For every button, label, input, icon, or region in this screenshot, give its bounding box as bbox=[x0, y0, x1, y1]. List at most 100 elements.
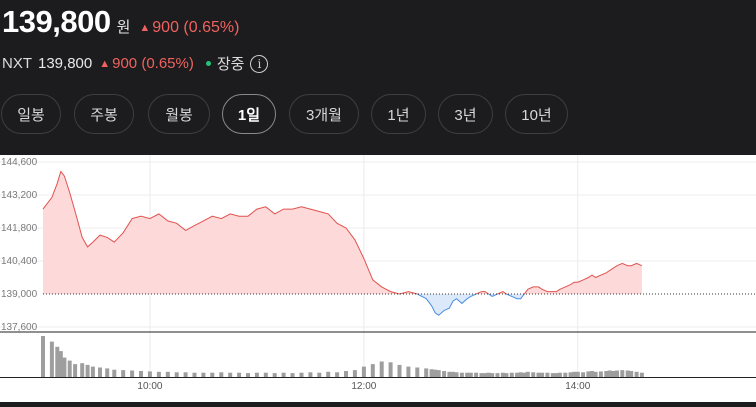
volume-bar bbox=[73, 364, 78, 377]
volume-bar bbox=[590, 371, 594, 377]
volume-bar bbox=[557, 372, 562, 377]
volume-bar bbox=[454, 372, 459, 377]
info-circle-icon[interactable]: i bbox=[250, 54, 269, 73]
volume-bar bbox=[237, 372, 242, 377]
change-amount: 900 bbox=[152, 19, 179, 36]
chart-canvas[interactable]: 144,600 143,200 141,800 140,400 139,000 137,6… bbox=[0, 155, 756, 402]
volume-bar bbox=[156, 371, 161, 377]
volume-bar bbox=[165, 371, 170, 377]
tab-3year[interactable]: 3년 bbox=[438, 94, 493, 134]
y-tick-label: 144,600 bbox=[1, 157, 38, 168]
volume-bar bbox=[98, 367, 102, 377]
tab-label: 3개월 bbox=[306, 106, 342, 124]
volume-bar bbox=[352, 370, 357, 377]
volume-bar bbox=[272, 373, 277, 377]
volume-bar bbox=[536, 372, 541, 377]
tab-label: 주봉 bbox=[90, 106, 118, 124]
volume-bar bbox=[486, 372, 491, 377]
tab-1day[interactable]: 1일 bbox=[222, 94, 276, 134]
volume-bar bbox=[451, 371, 455, 377]
y-tick-label: 141,800 bbox=[1, 223, 38, 234]
volume-bar bbox=[183, 372, 188, 377]
volume-bar bbox=[433, 369, 438, 377]
volume-bar bbox=[518, 372, 523, 377]
volume-bar bbox=[254, 372, 259, 377]
current-price: 139,800 bbox=[2, 4, 111, 39]
y-tick-label: 140,400 bbox=[1, 256, 38, 267]
volume-bar bbox=[607, 370, 612, 377]
price-header: 139,800 원 ▲ 900 (0.65%) bbox=[0, 4, 239, 39]
tab-10year[interactable]: 10년 bbox=[505, 94, 568, 134]
volume-bar bbox=[415, 367, 420, 377]
price-change: ▲ 900 (0.65%) bbox=[139, 19, 239, 37]
volume-bar bbox=[105, 368, 110, 377]
tab-weekly[interactable]: 주봉 bbox=[74, 94, 134, 134]
price-area-above bbox=[43, 171, 642, 294]
volume-bar bbox=[515, 372, 520, 377]
volume-bar bbox=[299, 372, 304, 377]
tab-label: 일봉 bbox=[17, 106, 45, 124]
y-tick-label: 139,000 bbox=[1, 289, 38, 300]
volume-bar bbox=[634, 371, 639, 377]
volume-bar bbox=[424, 368, 429, 377]
volume-bar bbox=[263, 372, 268, 377]
up-triangle-icon: ▲ bbox=[99, 58, 111, 70]
volume-bar bbox=[490, 373, 495, 377]
volume-bar bbox=[290, 373, 295, 377]
tab-label: 3년 bbox=[454, 106, 477, 124]
volume-bar bbox=[228, 372, 233, 377]
nxt-change-percent: (0.65%) bbox=[141, 55, 194, 72]
tab-monthly[interactable]: 월봉 bbox=[148, 94, 210, 134]
volume-bar bbox=[85, 364, 90, 377]
volume-bar bbox=[397, 364, 402, 377]
volume-bar bbox=[474, 372, 479, 377]
volume-bar bbox=[174, 372, 179, 377]
nxt-change-amount: 900 bbox=[112, 55, 138, 72]
volume-bar bbox=[465, 372, 470, 377]
volume-bar bbox=[210, 372, 215, 377]
price-line-above bbox=[42, 170, 643, 294]
volume-bar bbox=[317, 372, 322, 377]
y-tick-label: 143,200 bbox=[1, 190, 38, 201]
up-triangle-icon: ▲ bbox=[139, 22, 151, 34]
volume-bar bbox=[139, 371, 143, 377]
volume-bar bbox=[586, 371, 591, 377]
volume-bar bbox=[468, 372, 473, 377]
volume-bar bbox=[80, 363, 85, 377]
volume-bar bbox=[620, 370, 625, 377]
volume-bar bbox=[62, 357, 67, 377]
volume-bar bbox=[611, 371, 616, 377]
volume-bar bbox=[308, 372, 313, 377]
nxt-change: ▲ 900 (0.65%) bbox=[99, 55, 194, 72]
volume-bar bbox=[147, 371, 152, 377]
volume-bar bbox=[509, 372, 514, 377]
tab-3month[interactable]: 3개월 bbox=[289, 94, 359, 134]
volume-bar bbox=[370, 364, 375, 377]
volume-bar bbox=[575, 371, 580, 377]
volume-bar bbox=[540, 372, 545, 377]
volume-bar bbox=[598, 371, 603, 377]
price-line-below bbox=[397, 294, 525, 316]
volume-bar bbox=[447, 371, 452, 377]
volume-bar bbox=[219, 372, 224, 377]
volume-bar bbox=[572, 371, 577, 377]
volume-bar bbox=[522, 372, 527, 377]
volume-bar bbox=[545, 372, 550, 377]
volume-bar bbox=[192, 372, 197, 377]
tab-daily[interactable]: 일봉 bbox=[1, 94, 61, 134]
volume-bar bbox=[531, 372, 536, 377]
volume-bar bbox=[436, 370, 441, 377]
intraday-chart[interactable]: 144,600 143,200 141,800 140,400 139,000 137,6… bbox=[0, 155, 756, 402]
volume-bar bbox=[326, 371, 331, 377]
volume-bar bbox=[112, 369, 117, 377]
volume-bar bbox=[67, 360, 72, 377]
volume-bar bbox=[406, 366, 411, 377]
volume-bar bbox=[495, 373, 500, 377]
x-tick-label: 12:00 bbox=[351, 381, 376, 392]
tab-label: 1년 bbox=[387, 106, 410, 124]
volume-bar bbox=[58, 351, 63, 377]
volume-bar bbox=[568, 372, 573, 377]
volume-bar bbox=[388, 362, 393, 377]
tab-1year[interactable]: 1년 bbox=[371, 94, 426, 134]
volume-bar bbox=[121, 370, 126, 377]
